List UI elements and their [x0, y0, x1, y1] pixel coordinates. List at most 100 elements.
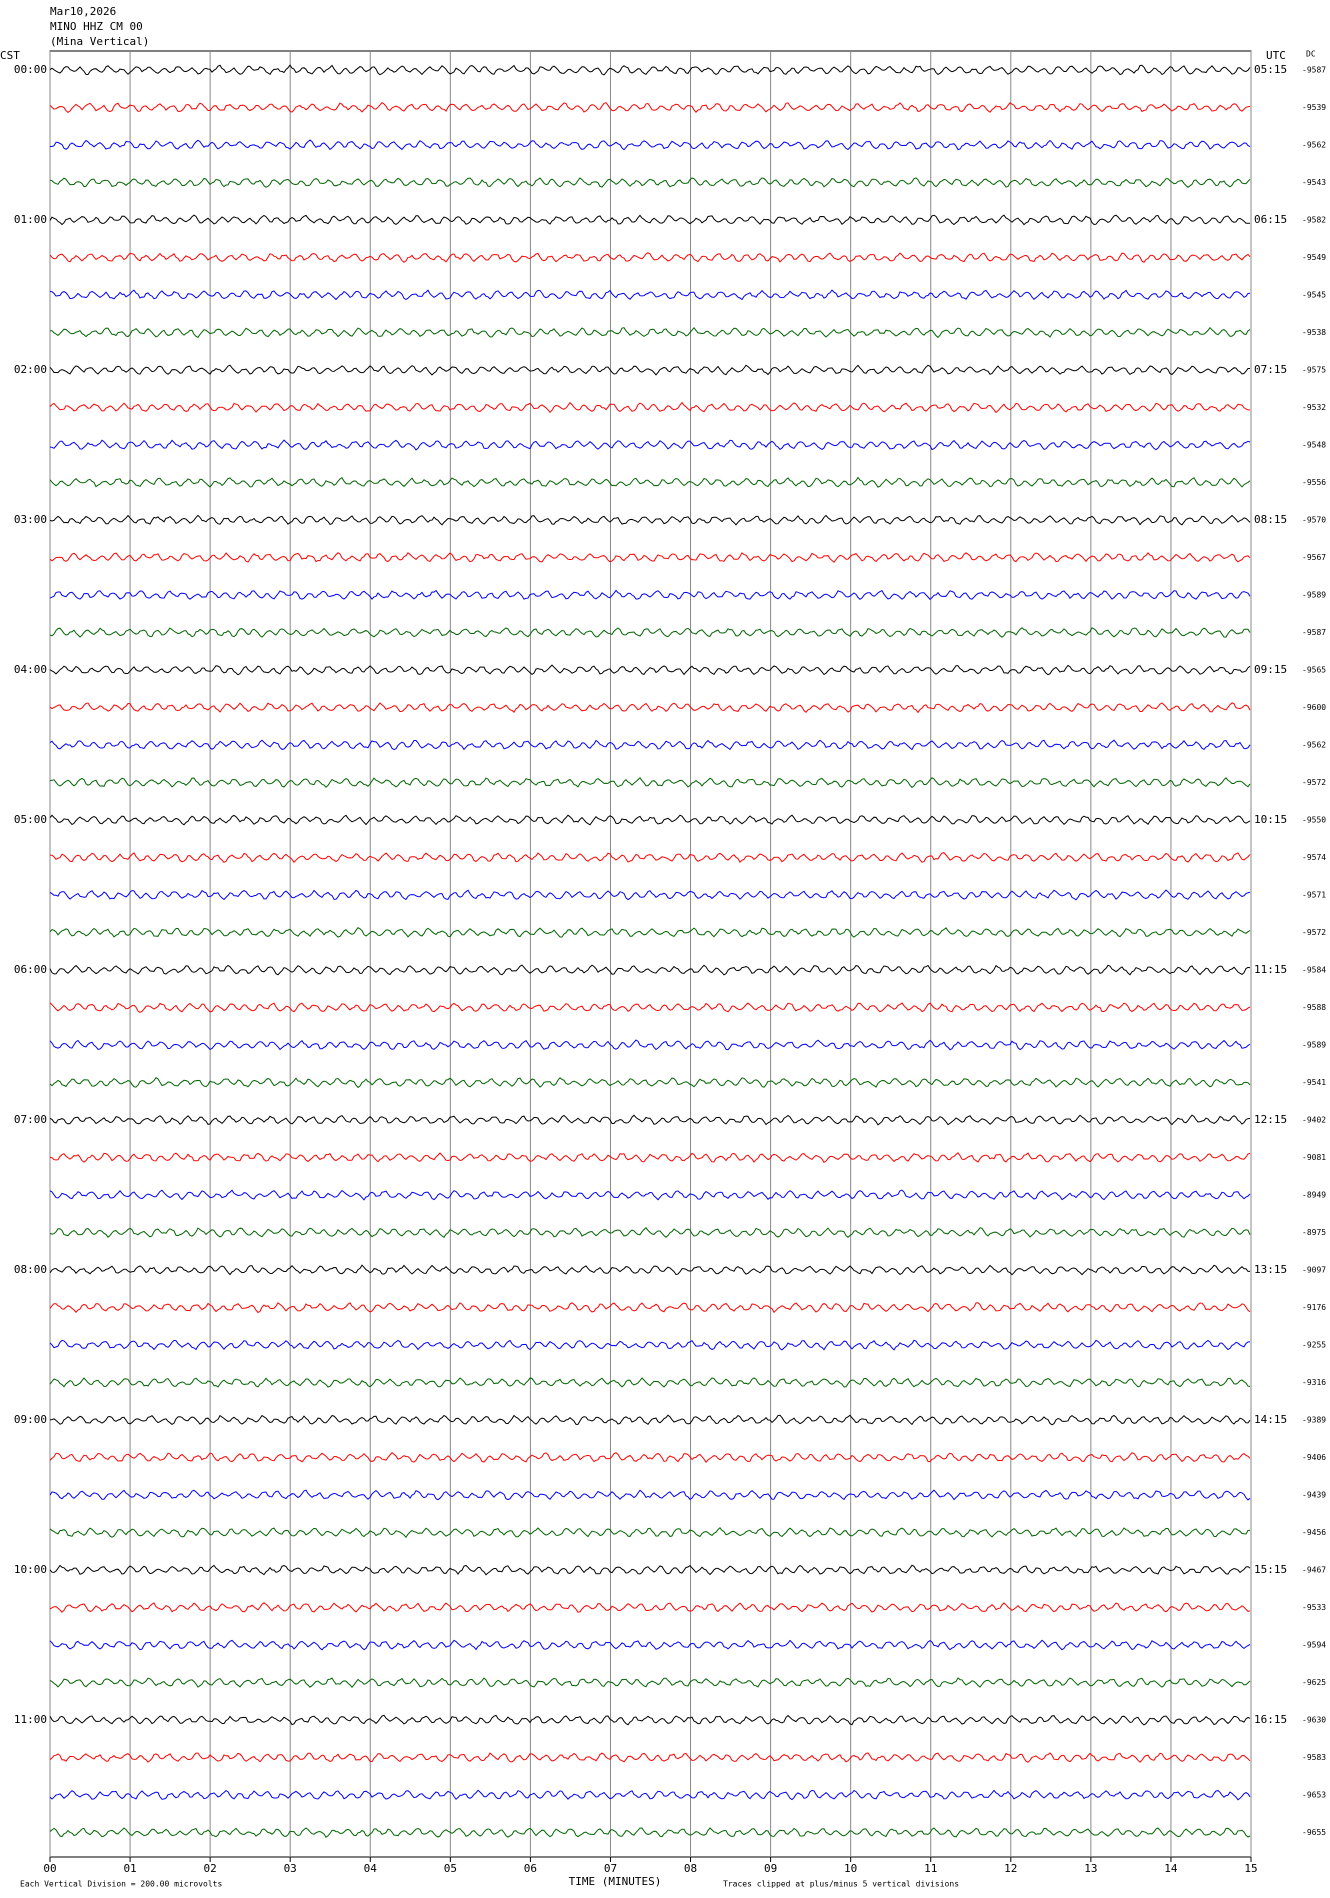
trace — [49, 1114, 1251, 1126]
trace — [49, 1714, 1251, 1726]
left-time-label: 02:00 — [14, 363, 47, 376]
dc-value: -9456 — [1302, 1528, 1326, 1537]
x-tick-label: 09 — [764, 1862, 777, 1875]
trace — [49, 964, 1251, 976]
dc-value: -9402 — [1302, 1116, 1326, 1125]
dc-value: -9655 — [1302, 1828, 1326, 1837]
trace — [49, 1302, 1251, 1314]
scale-note: Each Vertical Division = 200.00 microvol… — [20, 1880, 222, 1889]
dc-value: -9556 — [1302, 478, 1326, 487]
trace — [49, 1039, 1251, 1051]
x-tick-label: 08 — [684, 1862, 697, 1875]
dc-value: -9549 — [1302, 253, 1326, 262]
trace — [49, 1377, 1251, 1388]
right-time-label: 06:15 — [1254, 213, 1287, 226]
trace — [49, 1527, 1251, 1539]
dc-value: -9545 — [1302, 291, 1326, 300]
x-tick-label: 14 — [1164, 1862, 1178, 1875]
right-time-label: 12:15 — [1254, 1113, 1287, 1126]
left-time-label: 03:00 — [14, 513, 47, 526]
trace — [49, 214, 1250, 226]
dc-value: -9582 — [1302, 216, 1326, 225]
trace — [49, 476, 1251, 488]
trace — [49, 439, 1251, 451]
x-tick-label: 06 — [524, 1862, 537, 1875]
trace — [49, 739, 1251, 751]
dc-value: -9081 — [1302, 1153, 1326, 1162]
right-time-label: 10:15 — [1254, 813, 1287, 826]
x-axis-label: TIME (MINUTES) — [569, 1875, 662, 1888]
dc-value: -9255 — [1302, 1341, 1326, 1350]
left-zone: CST — [0, 49, 20, 62]
trace — [50, 326, 1251, 338]
x-tick-label: 02 — [204, 1862, 217, 1875]
trace — [49, 1564, 1251, 1576]
trace — [49, 1264, 1250, 1276]
plot-frame — [49, 50, 1252, 1858]
trace — [49, 1002, 1251, 1013]
left-time-label: 08:00 — [14, 1263, 47, 1276]
dc-value: -9548 — [1302, 441, 1326, 450]
trace — [49, 1827, 1251, 1839]
x-tick-label: 12 — [1004, 1862, 1017, 1875]
dc-value: -9630 — [1302, 1716, 1326, 1725]
dc-value: -9543 — [1302, 178, 1326, 187]
x-tick-label: 03 — [284, 1862, 297, 1875]
trace — [49, 852, 1251, 864]
trace — [49, 64, 1251, 76]
trace — [49, 177, 1251, 188]
trace — [49, 1452, 1251, 1464]
x-tick-label: 05 — [444, 1862, 457, 1875]
dc-value: -9406 — [1302, 1453, 1326, 1462]
x-tick-label: 13 — [1084, 1862, 1097, 1875]
right-time-label: 13:15 — [1254, 1263, 1287, 1276]
trace — [49, 664, 1251, 676]
dc-value: -9097 — [1302, 1266, 1326, 1275]
dc-value: -9533 — [1302, 1603, 1326, 1612]
left-time-label: 00:00 — [14, 63, 47, 76]
x-tick-label: 00 — [43, 1862, 56, 1875]
dc-value: -9572 — [1302, 928, 1326, 937]
dc-value: -9589 — [1302, 1041, 1326, 1050]
trace — [49, 1639, 1251, 1651]
dc-value: -9583 — [1302, 1753, 1326, 1762]
trace — [49, 289, 1251, 301]
dc-value: -9538 — [1302, 328, 1326, 337]
dc-value: -9574 — [1302, 853, 1326, 862]
trace — [49, 927, 1251, 938]
dc-header: DC — [1306, 50, 1316, 59]
trace — [49, 1414, 1251, 1426]
trace — [49, 1152, 1251, 1163]
trace — [49, 1077, 1251, 1089]
right-time-label: 05:15 — [1254, 63, 1287, 76]
dc-value: -9653 — [1302, 1791, 1326, 1800]
x-tick-label: 04 — [364, 1862, 378, 1875]
dc-value: -9541 — [1302, 1078, 1326, 1087]
trace — [50, 139, 1251, 151]
x-tick-label: 07 — [604, 1862, 617, 1875]
dc-value: -8949 — [1302, 1191, 1326, 1200]
dc-value: -9575 — [1302, 366, 1326, 375]
dc-value: -9571 — [1302, 891, 1326, 900]
x-tick-label: 10 — [844, 1862, 857, 1875]
trace — [49, 514, 1251, 526]
trace — [49, 702, 1251, 714]
right-time-label: 09:15 — [1254, 663, 1287, 676]
right-time-label: 07:15 — [1254, 363, 1287, 376]
dc-value: -9316 — [1302, 1378, 1326, 1387]
left-time-label: 06:00 — [14, 963, 47, 976]
trace — [49, 252, 1251, 263]
clip-note: Traces clipped at plus/minus 5 vertical … — [723, 1880, 959, 1889]
right-time-label: 16:15 — [1254, 1713, 1287, 1726]
dc-value: -9625 — [1302, 1678, 1326, 1687]
dc-value: -9539 — [1302, 103, 1326, 112]
dc-value: -9587 — [1302, 66, 1326, 75]
trace — [49, 1789, 1251, 1801]
trace — [49, 1489, 1251, 1501]
trace — [49, 552, 1251, 563]
dc-value: -9589 — [1302, 591, 1326, 600]
trace — [49, 1339, 1251, 1351]
left-time-label: 04:00 — [14, 663, 47, 676]
